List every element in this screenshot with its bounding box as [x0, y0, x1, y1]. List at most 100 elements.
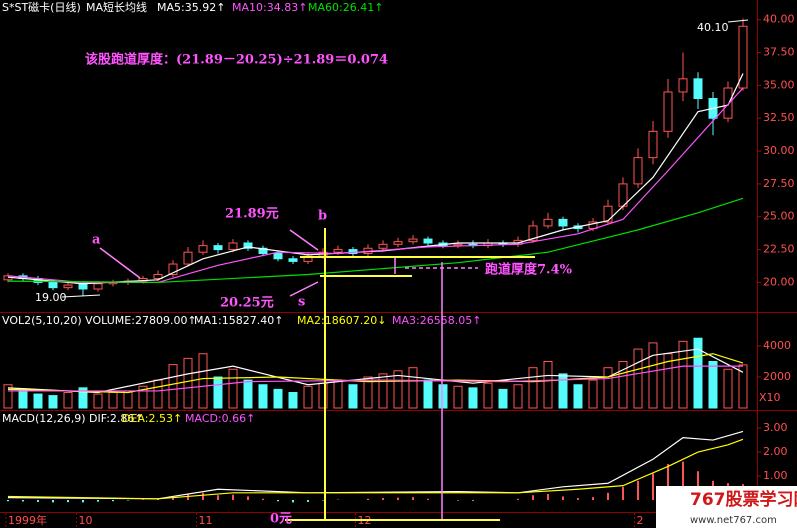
volume-bar [153, 379, 163, 409]
guide-arrow [99, 247, 141, 279]
candle-body [288, 258, 298, 262]
legend-entry: MA10:34.83↑ [232, 1, 307, 14]
candle-body [663, 91, 673, 132]
candle-body [198, 245, 208, 253]
annotation: 19.00 [35, 291, 67, 304]
chart-title: VOL2(5,10,20) VOLUME:27809.00↑ [2, 314, 197, 327]
guide-arrow [289, 281, 319, 297]
volume-bar [498, 388, 508, 409]
volume-bar [78, 387, 88, 409]
unit-label: X10 [759, 391, 781, 404]
ma-line [7, 348, 744, 394]
candle-body [153, 274, 163, 279]
ma-line [8, 365, 743, 392]
x-tick-label: 11 [199, 514, 213, 527]
volume-bar [198, 353, 208, 409]
legend-entry: MA60:26.41↑ [308, 1, 383, 14]
watermark-url: www.net767.com [690, 515, 777, 526]
candle-body [258, 247, 268, 255]
volume-bar [303, 385, 313, 409]
volume-bar [723, 368, 733, 409]
annotation: 0元 [270, 512, 292, 527]
volume-bar [273, 388, 283, 409]
volume-bar [33, 393, 43, 409]
y-tick-label: 2000 [763, 370, 791, 383]
candle-body [48, 281, 58, 289]
y-tick-label: 27.50 [763, 177, 795, 190]
watermark: 767股票学习网 www.net767.com [656, 486, 797, 528]
volume-bar [333, 379, 343, 409]
candle-body [378, 243, 388, 249]
legend-entry: DEA:2.53↑ [122, 412, 182, 425]
annotation: 20.25元 [220, 296, 274, 311]
ma-line [7, 430, 744, 500]
x-tick-label: 2 [637, 514, 644, 527]
candle-body [63, 284, 73, 289]
volume-bar [648, 342, 658, 409]
annotation: 该股跑道厚度：(21.89－20.25)÷21.89＝0.074 [85, 52, 388, 68]
volume-bar [138, 385, 148, 409]
candle-body [678, 78, 688, 93]
guide-arrow [727, 19, 749, 23]
y-tick-label: 32.50 [763, 111, 795, 124]
annotation: b [318, 209, 327, 224]
volume-bar [48, 395, 58, 409]
volume-bar [558, 373, 568, 409]
volume-bar [93, 393, 103, 409]
candle-body [273, 253, 283, 260]
chart-subtitle: MA短长均线 [86, 0, 147, 14]
candle-body [423, 238, 433, 244]
annotation: 21.89元 [225, 207, 279, 222]
volume-bar [108, 391, 118, 409]
volume-bar [438, 384, 448, 409]
volume-bar [393, 370, 403, 409]
candle-body [228, 242, 238, 251]
volume-bar [543, 360, 553, 409]
candle-body [648, 130, 658, 159]
y-tick-label: 37.50 [763, 46, 795, 59]
volume-bar [678, 340, 688, 409]
volume-bar [618, 360, 628, 409]
plot: 20.00 22.50 25.00 27.50 30.00 32.50 35.00 37.50… [3, 13, 795, 528]
volume-bar [633, 348, 643, 409]
guide-arrow [61, 294, 101, 298]
volume-bar [243, 379, 253, 409]
candle-body [543, 218, 553, 227]
volume-bar [213, 376, 223, 409]
volume-bar [63, 391, 73, 409]
volume-bar [123, 390, 133, 409]
y-tick-label: 40.00 [763, 13, 795, 26]
volume-bar [288, 391, 298, 409]
annotation: s [298, 295, 305, 310]
legend-entry: MA3:26558.05↑ [392, 314, 481, 327]
volume-bar [183, 357, 193, 409]
x-tick-label: 10 [79, 514, 93, 527]
candle-body [168, 263, 178, 276]
y-tick-label: 3.00 [763, 421, 788, 434]
volume-bar [708, 360, 718, 409]
y-tick-label: 2.00 [763, 445, 788, 458]
volume-bar [453, 385, 463, 409]
volume-bar [363, 376, 373, 409]
legend-entry: MA2:18607.20↓ [297, 314, 386, 327]
volume-bar [693, 337, 703, 409]
volume-bar [168, 364, 178, 409]
watermark-box [656, 486, 797, 528]
candle-body [408, 238, 418, 243]
annotation: 跑道厚度7.4% [485, 262, 573, 278]
y-tick-label: 22.50 [763, 243, 795, 256]
legend-entry: MA5:35.92↑ [157, 1, 225, 14]
volume-bar [513, 384, 523, 409]
candle-body [183, 251, 193, 265]
legend-entry: MACD:0.66↑ [185, 412, 255, 425]
chart-title: S*ST磁卡(日线) [2, 0, 81, 14]
volume-bar [348, 384, 358, 409]
candle-body [633, 157, 643, 185]
y-tick-label: 4000 [763, 339, 791, 352]
candle-body [243, 242, 253, 249]
legend-entry: MA1:15827.40↑ [194, 314, 283, 327]
candle-body [78, 283, 88, 290]
y-tick-label: 20.00 [763, 275, 795, 288]
